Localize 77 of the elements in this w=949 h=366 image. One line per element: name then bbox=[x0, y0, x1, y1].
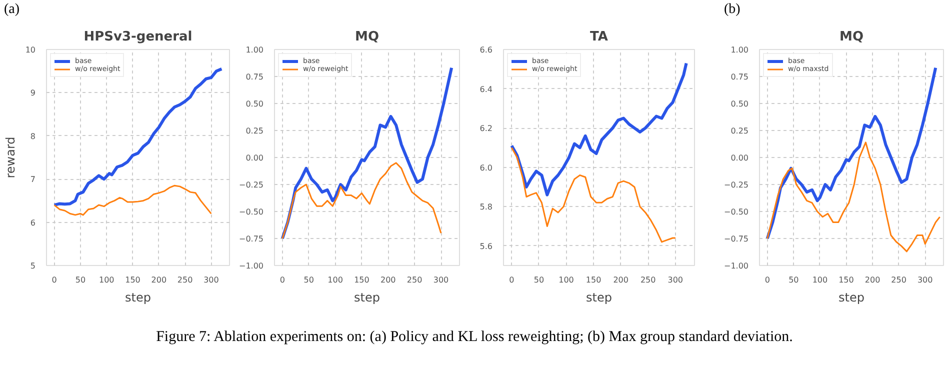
x-tick-label: 50 bbox=[304, 276, 314, 284]
y-tick-label: −1.00 bbox=[238, 262, 264, 270]
y-tick-label: −1.00 bbox=[724, 262, 748, 270]
chart-title: MQ bbox=[840, 30, 864, 44]
x-axis-title: step bbox=[125, 290, 151, 304]
line-series bbox=[510, 146, 676, 243]
chart-title: TA bbox=[590, 30, 608, 44]
x-tick-label: 50 bbox=[534, 276, 544, 284]
y-tick-label: −0.25 bbox=[724, 180, 748, 190]
y-tick-label: 6.0 bbox=[480, 163, 493, 172]
x-tick-label: 0 bbox=[52, 276, 57, 284]
x-tick-label: 250 bbox=[640, 276, 656, 284]
y-tick-label: 0.25 bbox=[246, 126, 264, 136]
y-tick-label: 6 bbox=[30, 218, 36, 228]
line-series bbox=[52, 67, 224, 207]
x-tick-label: 200 bbox=[151, 276, 167, 284]
x-tick-label: 250 bbox=[891, 276, 906, 284]
y-tick-label: 0.75 bbox=[730, 72, 748, 82]
y-tick-label: −0.75 bbox=[724, 234, 748, 244]
y-tick-label: 8 bbox=[30, 132, 36, 141]
y-tick-label: 0.50 bbox=[730, 100, 748, 108]
y-tick-label: 5.8 bbox=[480, 202, 493, 212]
x-axis-title: step bbox=[354, 290, 380, 304]
y-tick-label: 0.00 bbox=[246, 154, 264, 162]
line-series bbox=[766, 142, 941, 252]
y-tick-label: −0.50 bbox=[724, 208, 748, 216]
y-tick-label: 6.2 bbox=[480, 124, 493, 134]
text: (b) bbox=[724, 1, 740, 19]
x-tick-label: 200 bbox=[613, 276, 628, 284]
x-tick-label: 100 bbox=[98, 276, 114, 284]
x-axis-title: step bbox=[586, 290, 612, 304]
x-axis-title: step bbox=[838, 290, 864, 304]
y-tick-label: 5 bbox=[30, 262, 36, 270]
text: (a) bbox=[4, 1, 20, 19]
x-tick-label: 100 bbox=[812, 276, 828, 284]
x-tick-label: 100 bbox=[328, 276, 343, 284]
y-tick-label: 0.00 bbox=[730, 154, 748, 162]
y-tick-label: −0.75 bbox=[238, 234, 264, 244]
y-tick-label: 6.6 bbox=[480, 46, 493, 54]
x-tick-label: 250 bbox=[406, 276, 422, 284]
y-tick-label: 1.00 bbox=[730, 46, 748, 54]
x-tick-label: 50 bbox=[75, 276, 86, 284]
x-tick-label: 300 bbox=[433, 276, 449, 284]
x-tick-label: 150 bbox=[586, 276, 602, 284]
x-tick-label: 0 bbox=[764, 276, 770, 284]
y-tick-label: −0.50 bbox=[238, 208, 264, 216]
x-tick-label: 150 bbox=[125, 276, 140, 284]
y-axis-title: reward bbox=[3, 136, 18, 178]
x-tick-label: 0 bbox=[509, 276, 514, 284]
y-tick-label: 0.75 bbox=[246, 72, 264, 82]
line-series bbox=[54, 184, 212, 216]
y-tick-label: 9 bbox=[30, 88, 36, 98]
x-tick-label: 100 bbox=[558, 276, 574, 284]
y-tick-label: 0.50 bbox=[246, 100, 264, 108]
y-tick-label: 6.4 bbox=[480, 84, 493, 94]
x-tick-label: 300 bbox=[917, 276, 933, 284]
y-tick-label: 7 bbox=[30, 175, 36, 184]
y-tick-label: 0.25 bbox=[730, 126, 748, 136]
x-tick-label: 250 bbox=[177, 276, 193, 284]
y-tick-label: 5.6 bbox=[480, 242, 493, 251]
x-tick-label: 200 bbox=[864, 276, 880, 284]
line-series bbox=[766, 66, 938, 240]
chart-title: MQ bbox=[355, 30, 380, 44]
x-tick-label: 300 bbox=[668, 276, 684, 284]
x-tick-label: 200 bbox=[380, 276, 396, 284]
chart-title: HPSv3-general bbox=[84, 30, 192, 44]
caption: Figure 7: Ablation experiments on: (a) Policy and KL loss reweighting; (b) Max group standard deviation. bbox=[156, 328, 793, 347]
x-tick-label: 150 bbox=[838, 276, 854, 284]
line-series bbox=[282, 162, 442, 240]
x-tick-label: 300 bbox=[204, 276, 219, 284]
y-tick-label: −0.25 bbox=[238, 180, 264, 190]
y-tick-label: 10 bbox=[25, 46, 36, 54]
x-tick-label: 0 bbox=[280, 276, 285, 284]
x-tick-label: 150 bbox=[354, 276, 370, 284]
line-series bbox=[510, 62, 688, 196]
y-tick-label: 1.00 bbox=[246, 46, 264, 54]
x-tick-label: 50 bbox=[788, 276, 799, 284]
